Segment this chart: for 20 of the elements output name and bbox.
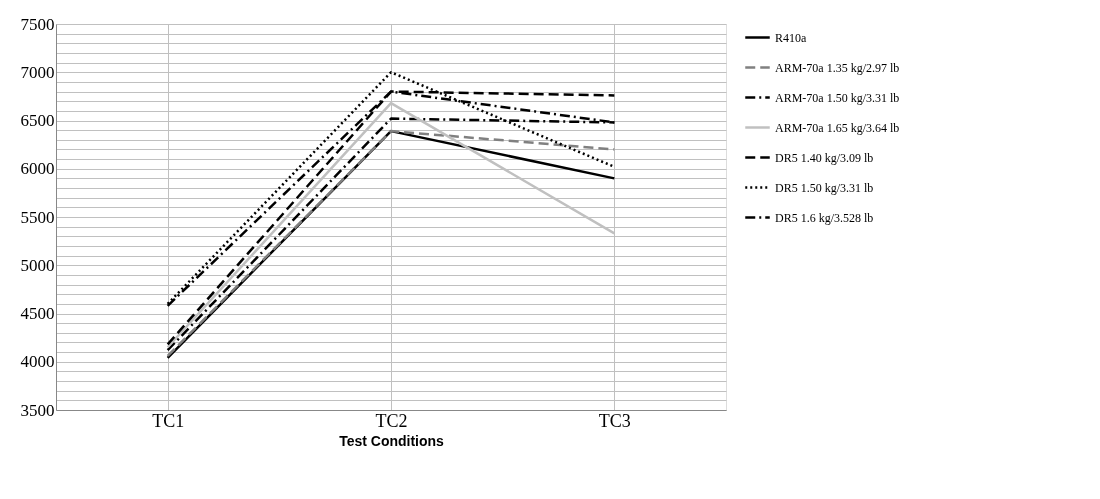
y-tick-label: 5000: [20, 255, 55, 275]
x-tick-label: TC3: [598, 410, 631, 431]
legend-label: ARM-70a 1.50 kg/3.31 lb: [775, 90, 900, 105]
legend-label: DR5 1.40 kg/3.09 lb: [775, 150, 874, 165]
y-tick-label: 6000: [20, 159, 55, 179]
legend-label: DR5 1.6 kg/3.528 lb: [775, 210, 874, 225]
y-tick-label: 4000: [20, 352, 55, 372]
y-tick-label: 4500: [20, 304, 55, 323]
x-tick-label: TC1: [152, 410, 185, 431]
y-tick-label: 3500: [20, 400, 55, 420]
y-tick-label: 5500: [20, 207, 55, 227]
x-axis-title: Test Conditions: [339, 432, 445, 449]
y-tick-label: 7000: [20, 62, 55, 82]
legend-label: R410a: [775, 30, 807, 45]
y-tick-label: 7500: [20, 14, 55, 34]
legend-label: ARM-70a 1.35 kg/2.97 lb: [775, 60, 900, 75]
legend-label: DR5 1.50 kg/3.31 lb: [775, 180, 874, 195]
legend-label: ARM-70a 1.65 kg/3.64 lb: [775, 120, 900, 135]
x-tick-label: TC2: [375, 410, 408, 431]
y-tick-label: 6500: [20, 111, 55, 130]
